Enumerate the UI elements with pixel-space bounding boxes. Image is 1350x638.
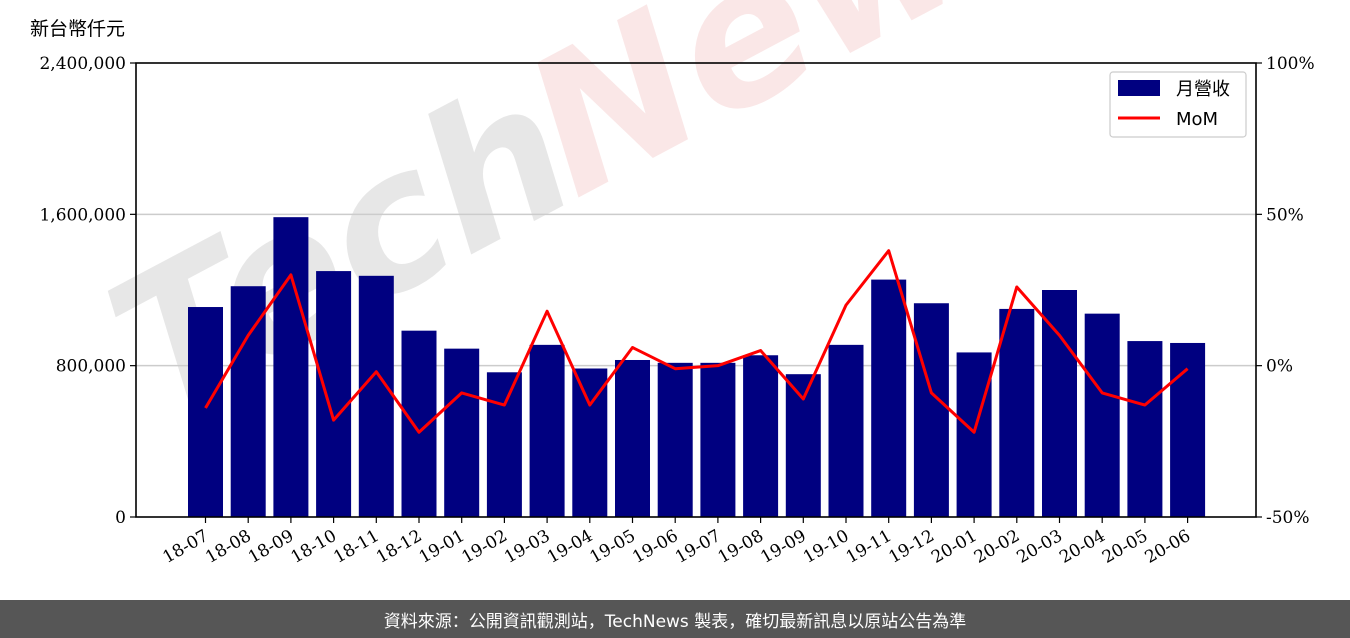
x-tick-label: 19-06 — [629, 526, 681, 568]
bar — [743, 355, 779, 517]
bar — [316, 271, 352, 517]
mom-line-series — [204, 249, 1189, 434]
x-tick-label: 18-08 — [202, 526, 254, 568]
x-tick-label: 18-09 — [245, 526, 297, 568]
bar — [444, 348, 480, 517]
x-tick-label: 18-07 — [160, 526, 212, 568]
bar — [913, 303, 949, 517]
legend: 月營收 MoM — [1109, 71, 1247, 138]
bar — [1084, 313, 1120, 517]
x-tick-label: 19-11 — [843, 526, 895, 568]
x-tick-label: 20-03 — [1014, 526, 1066, 568]
y-left-tick-label: 2,400,000 — [39, 54, 126, 74]
y-right-tick-label: 50% — [1266, 205, 1304, 225]
x-tick-label: 19-09 — [757, 526, 809, 568]
bar — [358, 275, 394, 517]
bar — [871, 279, 907, 517]
watermark-news: News — [492, 0, 1105, 239]
plot-frame — [135, 62, 1257, 518]
bar — [956, 352, 992, 517]
x-tick-label: 19-02 — [458, 526, 510, 568]
bar — [572, 368, 608, 517]
x-tick-label: 19-07 — [672, 526, 724, 568]
legend-bar-swatch — [1118, 80, 1160, 96]
legend-bar-label: 月營收 — [1176, 79, 1230, 100]
x-tick-label: 19-05 — [587, 526, 639, 568]
x-axis-ticks: 18-0718-0818-0918-1018-1118-1219-0119-02… — [160, 517, 1194, 568]
legend-line-label: MoM — [1176, 109, 1218, 130]
bar — [401, 330, 437, 517]
chart: TechNews 18-0718-0818-0918-1018-1118-121… — [39, 0, 1315, 568]
bar — [188, 307, 223, 517]
bar — [1127, 341, 1163, 517]
x-tick-label: 20-04 — [1056, 526, 1108, 568]
unit-label: 新台幣仟元 — [30, 18, 126, 40]
x-tick-label: 20-01 — [928, 526, 980, 568]
x-tick-label: 18-10 — [288, 526, 340, 568]
y-right-tick-label: 100% — [1266, 54, 1315, 74]
x-tick-label: 20-05 — [1099, 526, 1151, 568]
y-right-tick-label: 0% — [1266, 357, 1293, 377]
x-tick-label: 18-12 — [373, 526, 425, 568]
bar — [700, 362, 736, 517]
y-left-tick-label: 1,600,000 — [39, 205, 126, 225]
bar — [486, 372, 522, 517]
bar — [1170, 342, 1206, 517]
bar — [529, 344, 565, 517]
y-left-tick-label: 800,000 — [56, 357, 126, 377]
bar — [230, 286, 266, 517]
x-tick-label: 20-06 — [1142, 526, 1194, 568]
bar — [999, 308, 1035, 517]
bar — [828, 344, 864, 517]
mom-line — [204, 249, 1189, 434]
bar — [657, 362, 693, 517]
y-right-tick-label: -50% — [1266, 508, 1310, 528]
x-tick-label: 19-08 — [715, 526, 767, 568]
x-tick-label: 19-01 — [416, 526, 468, 568]
x-tick-label: 19-12 — [885, 526, 937, 568]
y-axis-right-ticks: -50% 0% 50% 100% — [1256, 54, 1315, 528]
bar — [615, 359, 650, 517]
x-tick-label: 19-10 — [800, 526, 852, 568]
x-tick-label: 19-04 — [544, 526, 596, 568]
bar — [1042, 290, 1077, 517]
x-tick-label: 20-02 — [971, 526, 1023, 568]
x-tick-label: 19-03 — [501, 526, 553, 568]
x-tick-label: 18-11 — [330, 526, 382, 568]
footer-note: 資料來源：公開資訊觀測站，TechNews 製表，確切最新訊息以原站公告為準 — [0, 600, 1350, 638]
y-axis-left-ticks: 0 800,000 1,600,000 2,400,000 — [39, 54, 136, 528]
bar-series — [188, 217, 1206, 517]
y-left-tick-label: 0 — [115, 508, 126, 528]
axes — [135, 62, 1257, 518]
bar — [273, 217, 309, 517]
